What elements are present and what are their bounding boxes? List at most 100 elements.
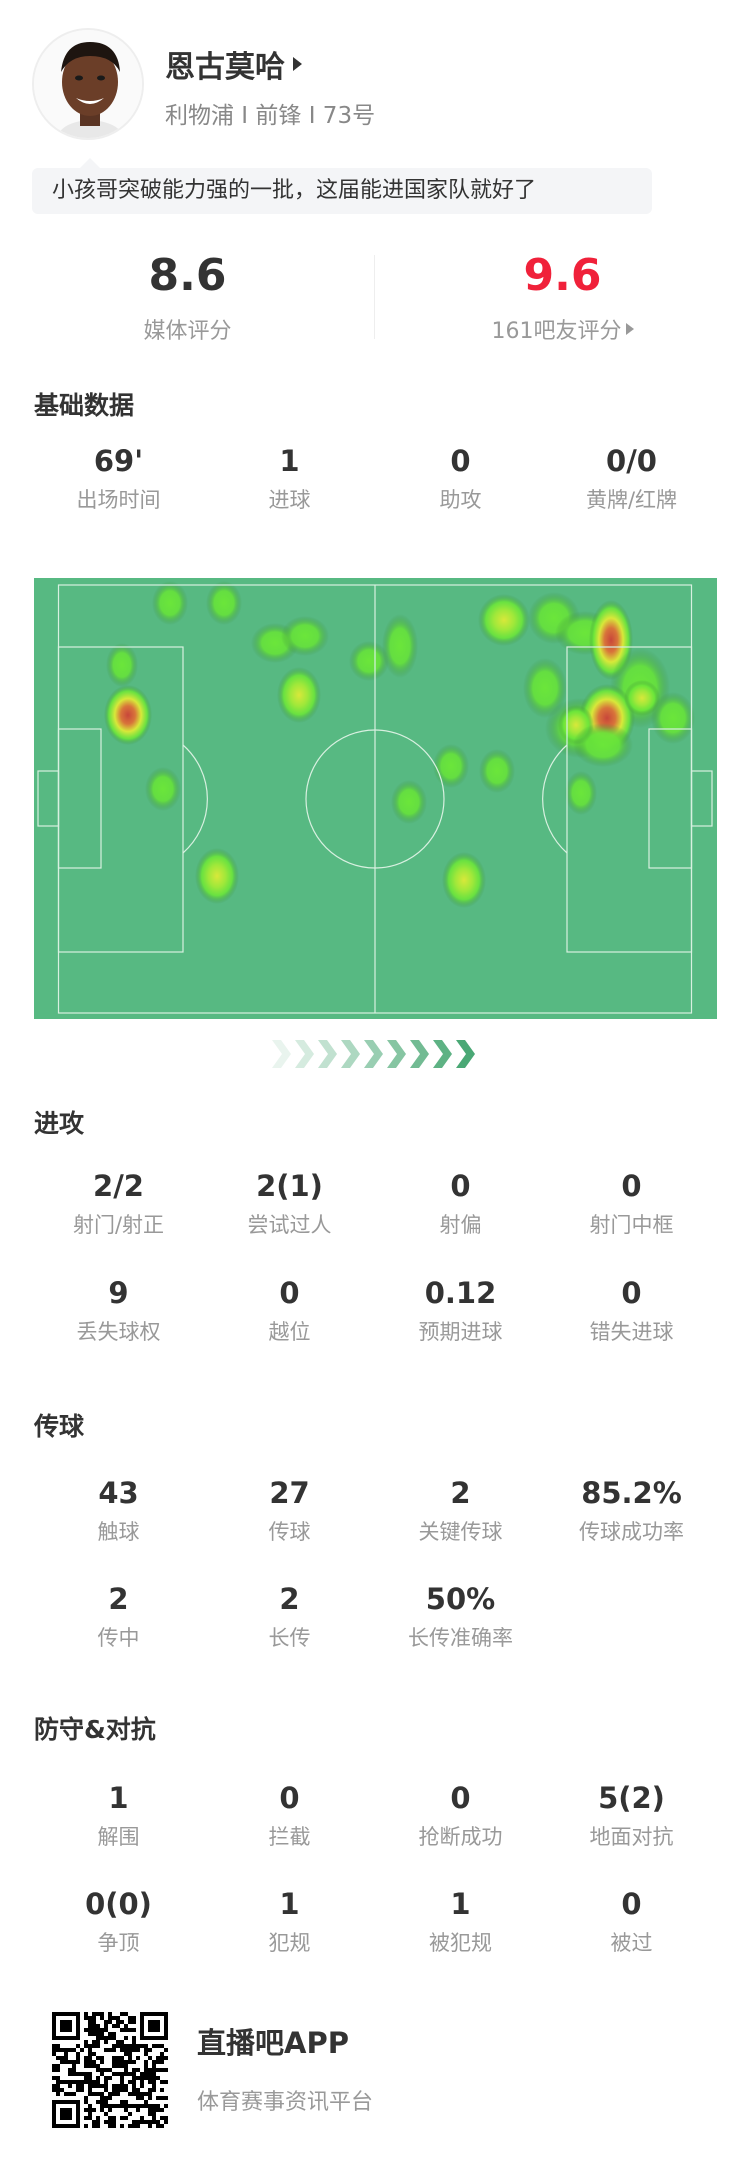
stat-item: 0 越位 <box>204 1274 375 1346</box>
stat-value: 1 <box>279 1887 300 1921</box>
passing-row-1: 43 触球 27 传球 2 关键传球 85.2% 传球成功率 <box>33 1474 717 1546</box>
stat-label: 丢失球权 <box>76 1320 161 1344</box>
stat-label: 错失进球 <box>589 1320 674 1344</box>
player-avatar[interactable] <box>32 28 144 140</box>
stat-item: 0 射偏 <box>375 1167 546 1239</box>
player-photo <box>34 30 142 138</box>
stat-value: 0 <box>279 1781 300 1815</box>
stat-value: 2 <box>108 1582 129 1616</box>
stat-value: 43 <box>98 1476 139 1510</box>
stat-label: 犯规 <box>268 1931 311 1955</box>
section-title-passing: 传球 <box>34 1412 85 1441</box>
stat-value: 0 <box>621 1169 642 1203</box>
stat-label: 长传 <box>268 1626 311 1650</box>
stat-item: 50% 长传准确率 <box>375 1580 546 1652</box>
stat-label: 争顶 <box>97 1931 140 1955</box>
section-title-basic: 基础数据 <box>34 391 135 420</box>
stat-label: 出场时间 <box>76 488 161 512</box>
heat-blobs <box>104 581 695 908</box>
heat-blob <box>651 692 695 744</box>
fan-rating-value: 9.6 <box>523 250 602 301</box>
chevron-right-icon <box>341 1040 360 1068</box>
media-rating-value: 8.6 <box>148 250 227 301</box>
stat-value: 0 <box>450 1169 471 1203</box>
stat-label: 抢断成功 <box>418 1825 503 1849</box>
stat-value: 0 <box>450 444 471 478</box>
attack-row-2: 9 丢失球权 0 越位 0.12 预期进球 0 错失进球 <box>33 1274 717 1346</box>
heat-blob <box>106 643 138 687</box>
stat-value: 85.2% <box>581 1476 682 1510</box>
stat-item: 1 犯规 <box>204 1885 375 1957</box>
stat-value: 1 <box>108 1781 129 1815</box>
heat-blob <box>206 581 242 625</box>
stat-value: 0/0 <box>606 444 657 478</box>
stat-label: 传球 <box>268 1520 311 1544</box>
stat-value: 0.12 <box>424 1276 497 1310</box>
qr-code <box>52 2012 168 2128</box>
defense-row-2: 0(0) 争顶 1 犯规 1 被犯规 0 被过 <box>33 1885 717 1957</box>
stat-value: 0(0) <box>85 1887 152 1921</box>
app-tagline: 体育赛事资讯平台 <box>197 2090 374 2115</box>
stat-item: 5(2) 地面对抗 <box>546 1779 717 1851</box>
stat-item: 1 被犯规 <box>375 1885 546 1957</box>
stat-item: 2/2 射门/射正 <box>33 1167 204 1239</box>
stat-value: 2(1) <box>256 1169 323 1203</box>
attack-row-1: 2/2 射门/射正 2(1) 尝试过人 0 射偏 0 射门中框 <box>33 1167 717 1239</box>
player-name-link[interactable]: 恩古莫哈 <box>165 42 302 86</box>
fan-rating[interactable]: 9.6 161吧友评分 <box>375 250 750 345</box>
stat-label: 被过 <box>610 1931 653 1955</box>
stat-value: 1 <box>450 1887 471 1921</box>
caret-right-icon <box>293 57 302 71</box>
chevron-right-icon <box>387 1040 406 1068</box>
stat-goals: 1 进球 <box>204 442 375 514</box>
caret-right-icon <box>625 323 634 335</box>
media-rating: 8.6 媒体评分 <box>0 250 375 345</box>
stat-value: 69' <box>93 444 144 478</box>
heat-blob <box>624 680 660 716</box>
heat-blob <box>277 667 321 723</box>
stat-value: 50% <box>425 1582 496 1616</box>
stat-label: 长传准确率 <box>408 1626 513 1650</box>
chevron-right-icon <box>433 1040 452 1068</box>
stat-item: 0 拦截 <box>204 1779 375 1851</box>
stat-label: 射门中框 <box>589 1213 674 1237</box>
stat-item: 0 抢断成功 <box>375 1779 546 1851</box>
stat-item: 0 错失进球 <box>546 1274 717 1346</box>
stat-value: 9 <box>108 1276 129 1310</box>
ratings-divider <box>374 255 375 339</box>
stat-item: 0 射门中框 <box>546 1167 717 1239</box>
stat-label: 助攻 <box>439 488 482 512</box>
player-info: 利物浦 I 前锋 I 73号 <box>165 103 376 129</box>
heatmap-pitch <box>34 578 717 1068</box>
stat-label: 关键传球 <box>418 1520 503 1544</box>
stat-value: 27 <box>269 1476 310 1510</box>
featured-comment: 小孩哥突破能力强的一批，这届能进国家队就好了 <box>32 158 652 214</box>
heat-blob <box>349 641 389 681</box>
stat-item: 0(0) 争顶 <box>33 1885 204 1957</box>
chevron-right-icon <box>318 1040 337 1068</box>
stat-label: 解围 <box>97 1825 140 1849</box>
app-name: 直播吧APP <box>197 2026 349 2060</box>
stat-label: 拦截 <box>268 1825 311 1849</box>
basic-stats-row: 69' 出场时间 1 进球 0 助攻 0/0 黄牌/红牌 <box>33 442 717 514</box>
stat-item: 43 触球 <box>33 1474 204 1546</box>
stat-label: 预期进球 <box>418 1320 503 1344</box>
stat-item: 85.2% 传球成功率 <box>546 1474 717 1546</box>
stat-item: 2 传中 <box>33 1580 204 1652</box>
stat-label: 越位 <box>268 1320 311 1344</box>
stat-label: 射偏 <box>439 1213 482 1237</box>
stat-item: 2 长传 <box>204 1580 375 1652</box>
chevron-right-icon <box>410 1040 429 1068</box>
player-name: 恩古莫哈 <box>165 50 285 85</box>
stat-item: 9 丢失球权 <box>33 1274 204 1346</box>
stat-value: 0 <box>621 1276 642 1310</box>
heat-blob <box>195 848 239 904</box>
heat-blob <box>523 658 567 718</box>
heat-blob <box>573 723 633 767</box>
stat-value: 0 <box>450 1781 471 1815</box>
media-rating-label: 媒体评分 <box>143 319 232 344</box>
pitch-lines <box>37 584 713 1014</box>
chevron-right-icon <box>364 1040 383 1068</box>
chevron-right-icon <box>272 1040 291 1068</box>
heat-blob <box>565 771 597 815</box>
